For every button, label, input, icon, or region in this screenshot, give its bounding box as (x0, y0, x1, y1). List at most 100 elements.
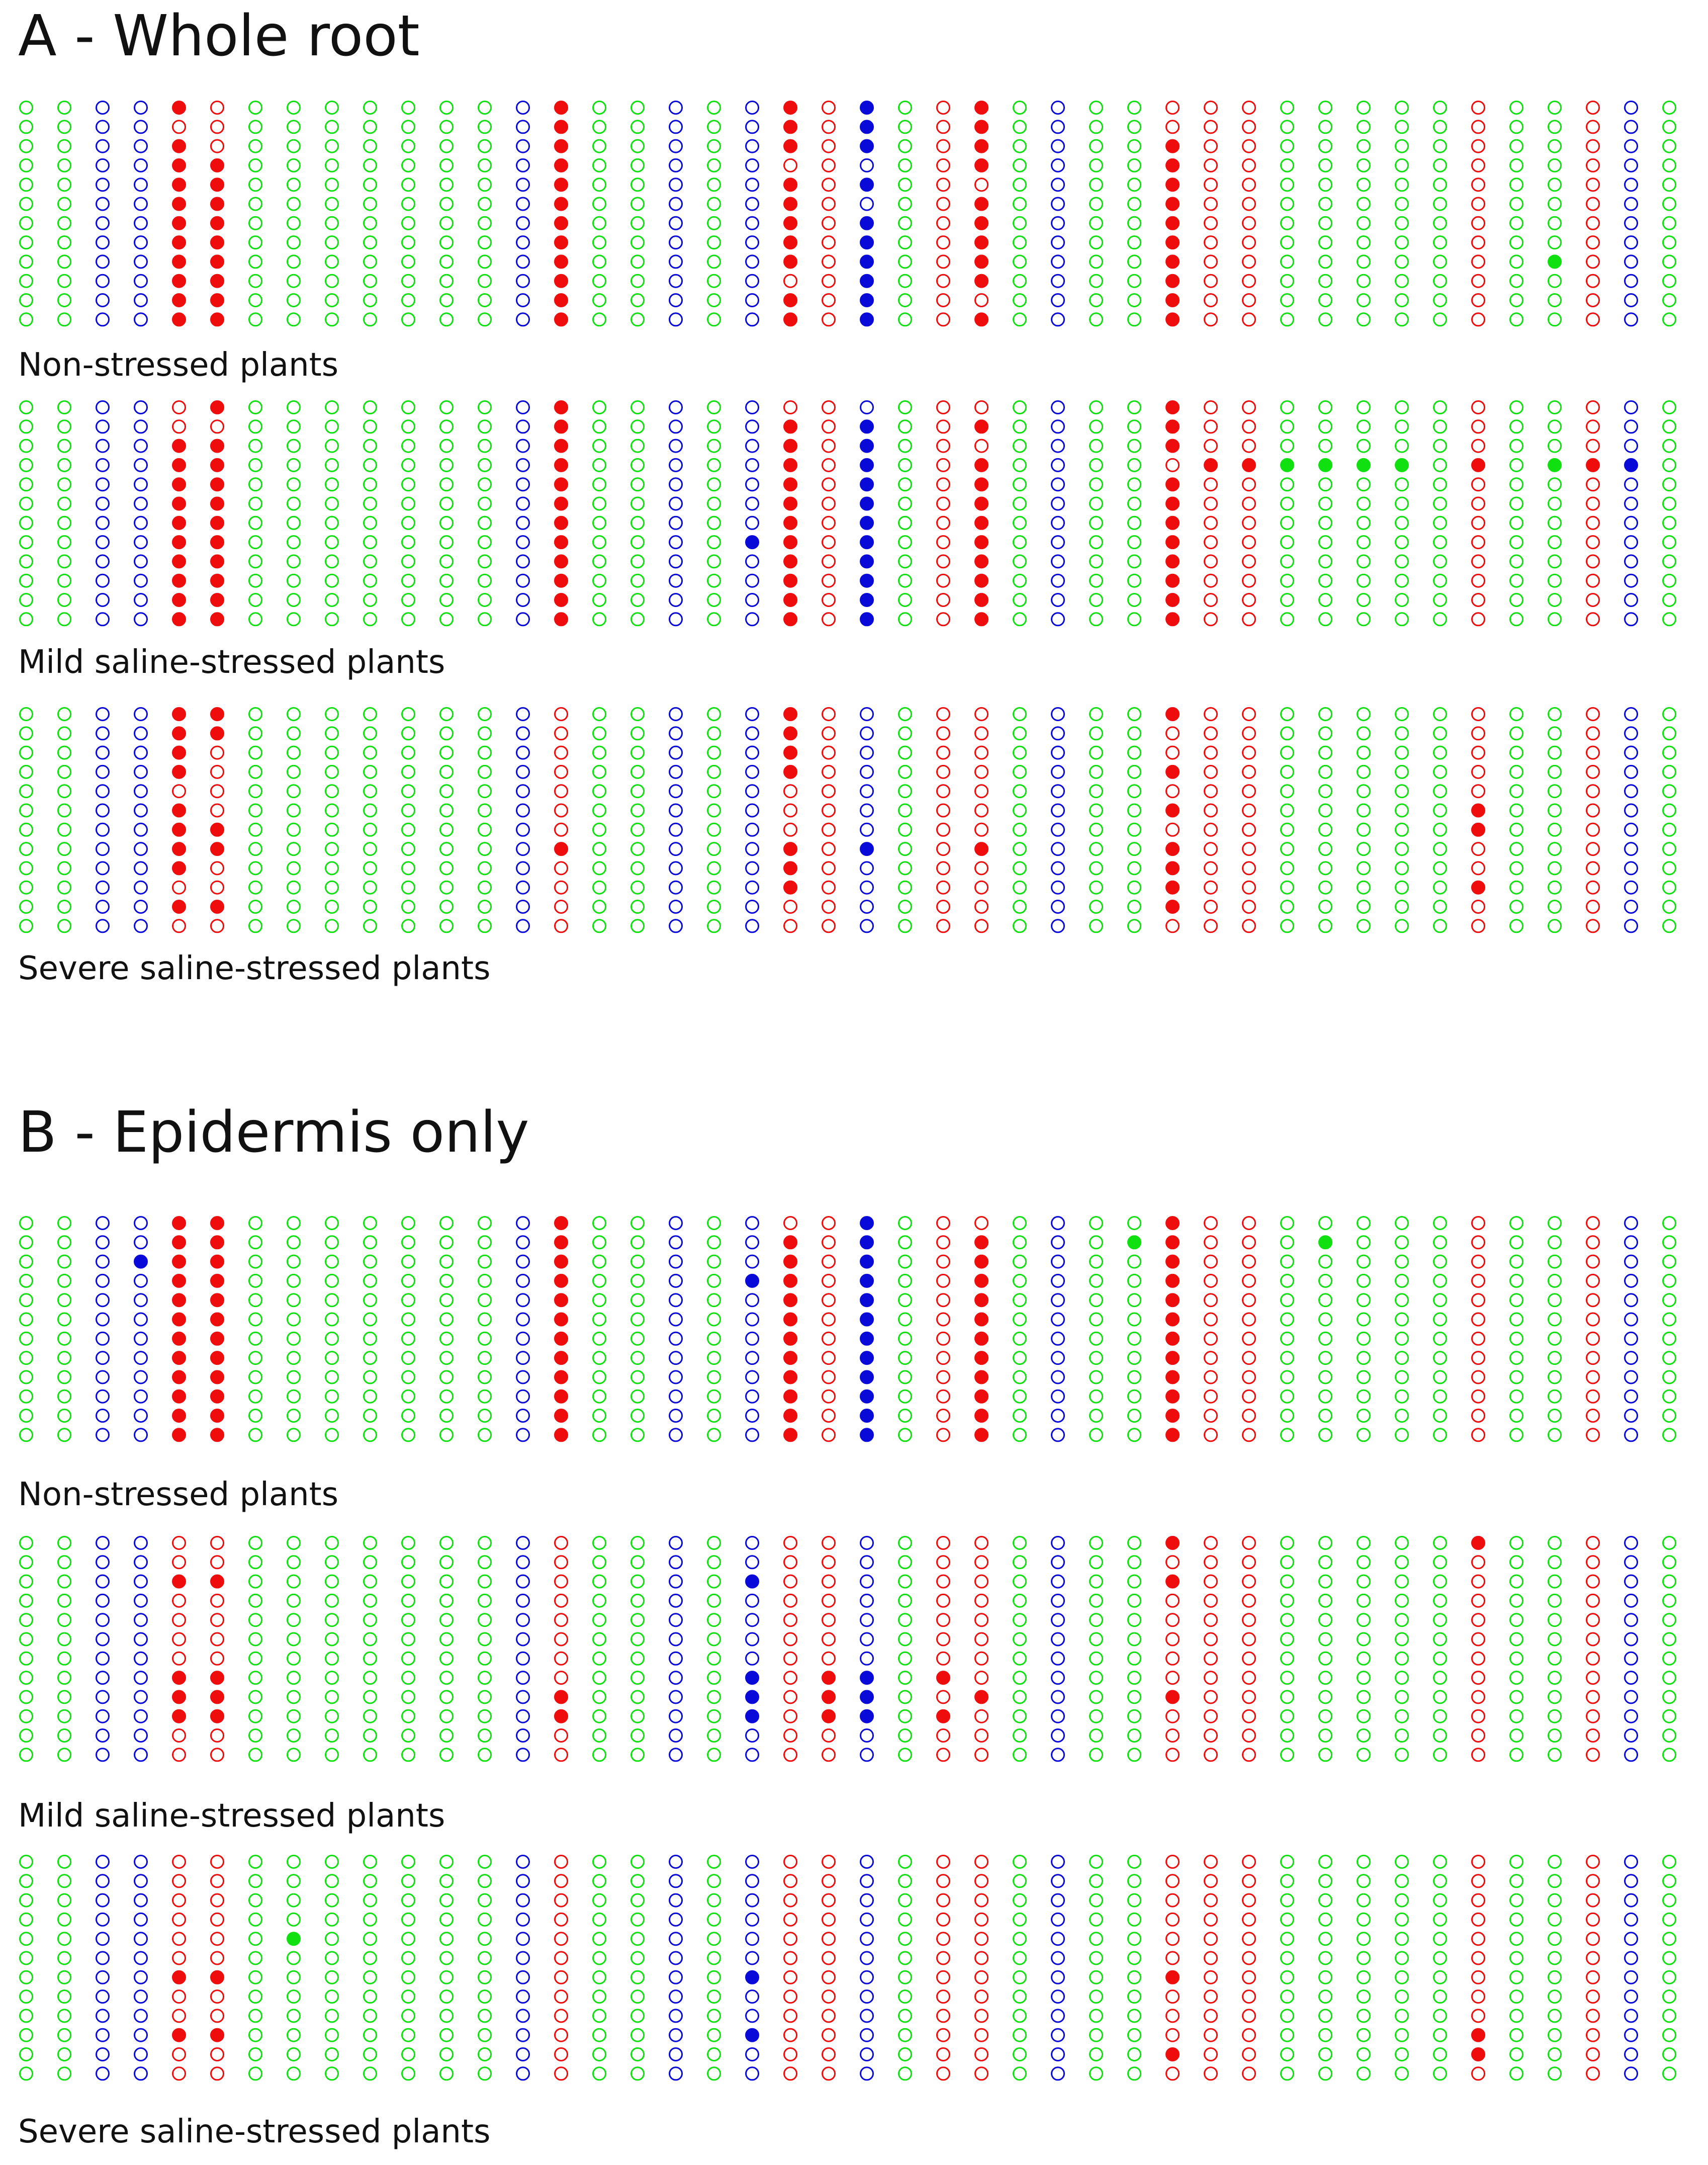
unmethylated-site (936, 439, 950, 453)
unmethylated-site (248, 726, 262, 741)
unmethylated-site (134, 1690, 148, 1704)
unmethylated-site (1204, 2009, 1218, 2023)
unmethylated-site (860, 1989, 874, 2004)
unmethylated-site (1127, 400, 1141, 414)
unmethylated-site (172, 1989, 186, 2004)
unmethylated-site (478, 707, 492, 721)
unmethylated-site (57, 919, 71, 933)
unmethylated-site (822, 235, 836, 250)
unmethylated-site (134, 822, 148, 837)
unmethylated-site (1013, 1932, 1027, 1946)
unmethylated-site (898, 458, 912, 472)
methylated-site (783, 496, 797, 511)
unmethylated-site (1051, 139, 1065, 153)
unmethylated-site (1242, 535, 1256, 550)
unmethylated-site (592, 1555, 606, 1570)
unmethylated-site (1051, 477, 1065, 492)
unmethylated-site (1395, 515, 1409, 530)
unmethylated-site (363, 707, 377, 721)
unmethylated-site (248, 1593, 262, 1608)
unmethylated-site (1089, 2028, 1103, 2042)
unmethylated-site (1433, 419, 1447, 434)
unmethylated-site (631, 573, 645, 588)
unmethylated-site (783, 1912, 797, 1927)
unmethylated-site (96, 293, 110, 307)
unmethylated-site (822, 1216, 836, 1230)
unmethylated-site (1586, 101, 1600, 115)
unmethylated-site (631, 1574, 645, 1589)
unmethylated-site (1013, 496, 1027, 511)
unmethylated-site (1204, 1235, 1218, 1250)
unmethylated-site (1433, 312, 1447, 327)
unmethylated-site (1509, 1428, 1523, 1442)
unmethylated-site (1548, 1690, 1562, 1704)
unmethylated-site (1433, 1555, 1447, 1570)
unmethylated-site (1395, 254, 1409, 269)
unmethylated-site (1165, 1912, 1180, 1927)
methylated-site (554, 1370, 568, 1384)
unmethylated-site (96, 1536, 110, 1550)
unmethylated-site (1509, 861, 1523, 876)
unmethylated-site (669, 612, 683, 627)
unmethylated-site (248, 880, 262, 895)
unmethylated-site (1586, 1690, 1600, 1704)
unmethylated-site (516, 1409, 530, 1423)
unmethylated-site (287, 1331, 301, 1346)
unmethylated-site (1089, 197, 1103, 211)
unmethylated-site (363, 1312, 377, 1327)
unmethylated-site (1548, 764, 1562, 779)
unmethylated-site (1586, 803, 1600, 818)
unmethylated-site (287, 2066, 301, 2081)
unmethylated-site (478, 842, 492, 856)
unmethylated-site (1471, 1555, 1485, 1570)
unmethylated-site (936, 515, 950, 530)
unmethylated-site (516, 1671, 530, 1685)
unmethylated-site (1509, 1555, 1523, 1570)
unmethylated-site (1165, 2066, 1180, 2081)
methylated-site (1471, 458, 1485, 472)
unmethylated-site (1127, 822, 1141, 837)
unmethylated-site (898, 312, 912, 327)
unmethylated-site (57, 1312, 71, 1327)
unmethylated-site (1357, 1331, 1371, 1346)
unmethylated-site (439, 216, 454, 230)
methylated-site (974, 120, 988, 134)
unmethylated-site (1242, 880, 1256, 895)
unmethylated-site (1509, 274, 1523, 288)
methylated-site (860, 593, 874, 607)
unmethylated-site (439, 254, 454, 269)
unmethylated-site (325, 1216, 339, 1230)
unmethylated-site (96, 1428, 110, 1442)
unmethylated-site (1433, 573, 1447, 588)
unmethylated-site (1165, 1709, 1180, 1723)
unmethylated-site (592, 1613, 606, 1627)
unmethylated-site (1471, 1748, 1485, 1762)
unmethylated-site (401, 535, 415, 550)
unmethylated-site (631, 1651, 645, 1666)
unmethylated-site (363, 1690, 377, 1704)
unmethylated-site (669, 1912, 683, 1927)
unmethylated-site (478, 612, 492, 627)
unmethylated-site (1280, 120, 1294, 134)
unmethylated-site (1471, 1893, 1485, 1908)
unmethylated-site (783, 2066, 797, 2081)
methylated-site (860, 1312, 874, 1327)
unmethylated-site (1242, 400, 1256, 414)
unmethylated-site (96, 1709, 110, 1723)
unmethylated-site (1395, 1932, 1409, 1946)
unmethylated-site (1662, 216, 1676, 230)
unmethylated-site (1051, 1389, 1065, 1404)
panel-b-non-stressed-label: Non-stressed plants (18, 1476, 338, 1513)
unmethylated-site (19, 612, 33, 627)
unmethylated-site (1051, 1216, 1065, 1230)
unmethylated-site (1509, 1671, 1523, 1685)
unmethylated-site (745, 1389, 759, 1404)
unmethylated-site (1509, 2047, 1523, 2061)
unmethylated-site (96, 573, 110, 588)
unmethylated-site (631, 400, 645, 414)
unmethylated-site (1204, 178, 1218, 192)
unmethylated-site (1433, 1536, 1447, 1550)
unmethylated-site (745, 726, 759, 741)
unmethylated-site (669, 861, 683, 876)
unmethylated-site (592, 101, 606, 115)
